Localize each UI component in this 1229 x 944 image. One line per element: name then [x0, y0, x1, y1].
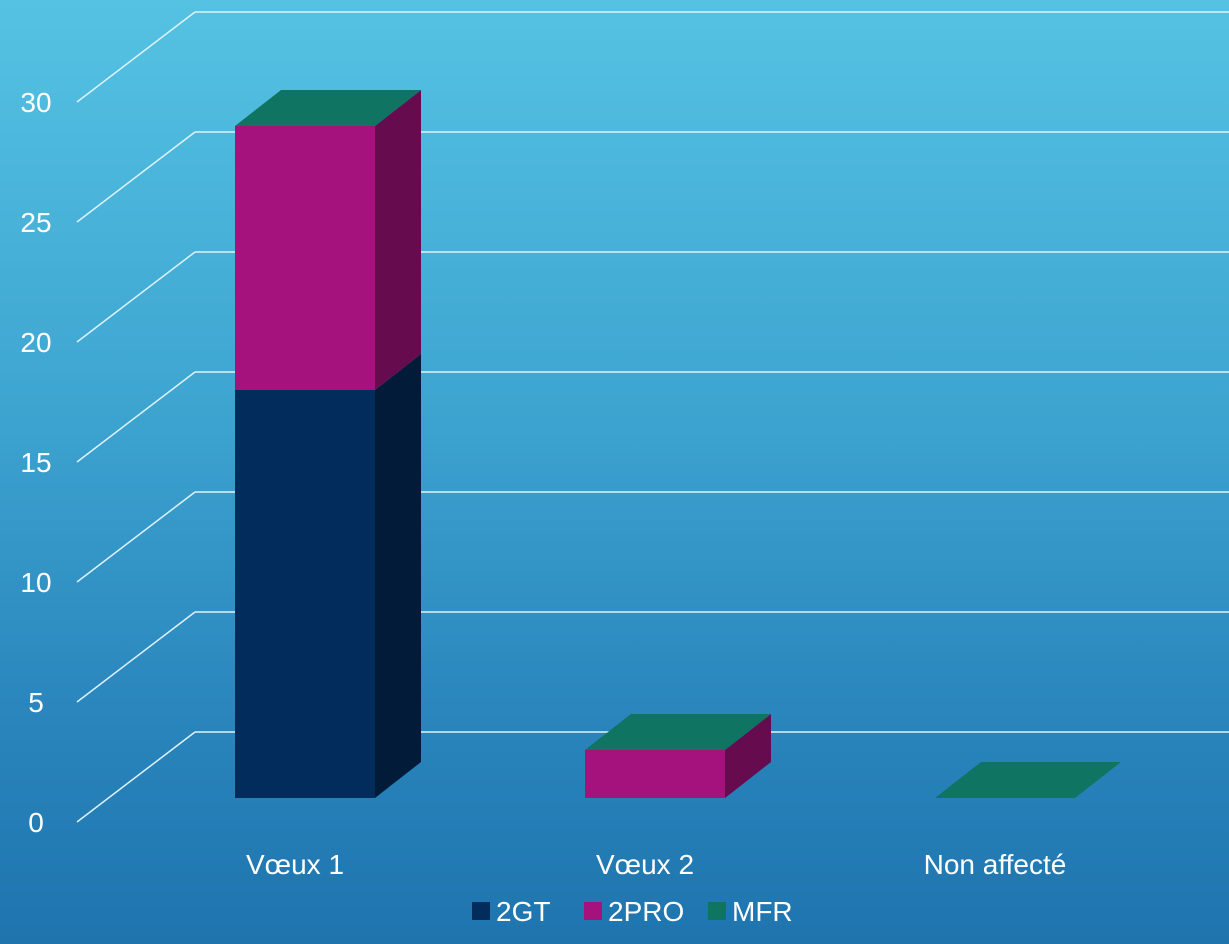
- bar-top-face: [935, 762, 1121, 798]
- y-tick-label: 20: [20, 327, 51, 358]
- legend-label: 2GT: [496, 896, 550, 927]
- legend: 2GT 2PRO MFR: [472, 896, 793, 927]
- bars: [235, 90, 1121, 798]
- y-tick-label: 25: [20, 207, 51, 238]
- legend-label: MFR: [732, 896, 793, 927]
- y-tick-label: 10: [20, 567, 51, 598]
- legend-item: MFR: [708, 896, 793, 927]
- x-axis-ticks: Vœux 1 Vœux 2 Non affecté: [246, 849, 1066, 880]
- legend-swatch: [708, 902, 726, 920]
- legend-swatch: [472, 902, 490, 920]
- y-tick-label: 30: [20, 87, 51, 118]
- y-axis-ticks: 0 5 10 15 20 25 30: [20, 87, 51, 838]
- bar-stack: [585, 714, 771, 798]
- bar-stack: [235, 90, 421, 798]
- x-tick-label: Vœux 1: [246, 849, 344, 880]
- x-tick-label: Vœux 2: [596, 849, 694, 880]
- bar-segment: [235, 90, 421, 390]
- bar-segment: [585, 714, 771, 798]
- legend-item: 2GT: [472, 896, 550, 927]
- bar-segment: [235, 354, 421, 798]
- x-tick-label: Non affecté: [924, 849, 1067, 880]
- legend-swatch: [584, 902, 602, 920]
- grid-line: [76, 11, 1229, 103]
- y-tick-label: 15: [20, 447, 51, 478]
- y-tick-label: 5: [28, 687, 44, 718]
- bar-stack: [935, 762, 1121, 798]
- legend-item: 2PRO: [584, 896, 684, 927]
- y-tick-label: 0: [28, 807, 44, 838]
- bar-top-face: [585, 714, 771, 750]
- legend-label: 2PRO: [608, 896, 684, 927]
- bar-top-face: [235, 90, 421, 126]
